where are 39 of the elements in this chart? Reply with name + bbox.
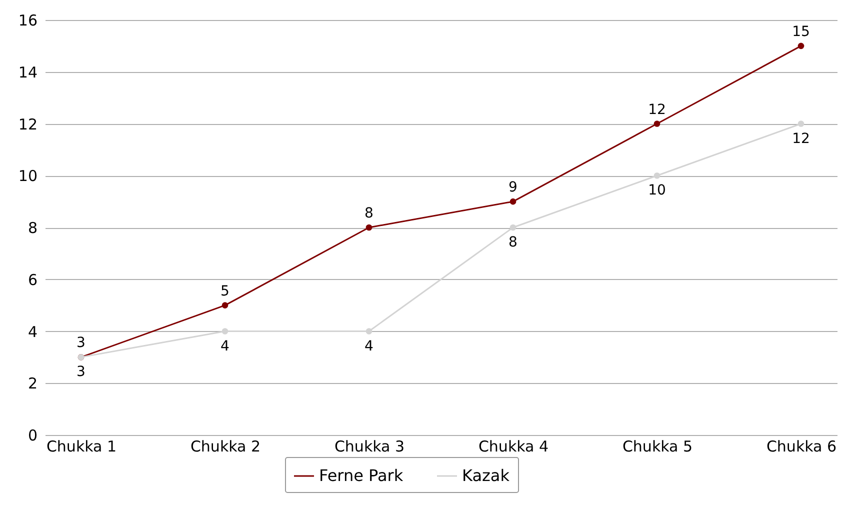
y-tick-label: 10 bbox=[18, 167, 38, 186]
y-tick-label: 8 bbox=[28, 219, 38, 237]
data-label: 3 bbox=[76, 364, 86, 380]
legend-label: Ferne Park bbox=[319, 466, 404, 485]
data-label: 5 bbox=[220, 283, 230, 300]
point bbox=[222, 302, 228, 308]
point bbox=[366, 224, 372, 231]
point bbox=[798, 120, 804, 127]
data-label: 4 bbox=[220, 338, 230, 354]
x-tick-label: Chukka 2 bbox=[190, 438, 261, 456]
x-tick-label: Chukka 1 bbox=[46, 438, 117, 456]
data-label: 8 bbox=[508, 234, 518, 250]
y-tick-label: 12 bbox=[18, 115, 38, 134]
data-label: 15 bbox=[792, 24, 810, 40]
point bbox=[222, 328, 228, 334]
point bbox=[510, 198, 516, 205]
y-tick-label: 14 bbox=[18, 63, 38, 82]
point bbox=[366, 328, 372, 334]
y-tick-label: 0 bbox=[28, 426, 38, 444]
data-label: 4 bbox=[364, 338, 374, 354]
data-label: 12 bbox=[648, 102, 666, 118]
x-tick-label: Chukka 4 bbox=[478, 438, 549, 456]
data-label: 3 bbox=[76, 335, 86, 352]
point bbox=[510, 224, 516, 231]
data-label: 9 bbox=[508, 180, 518, 196]
y-tick-label: 2 bbox=[28, 374, 38, 393]
point bbox=[654, 120, 660, 127]
data-label: 12 bbox=[792, 130, 810, 147]
legend-label: Kazak bbox=[462, 466, 510, 485]
data-label: 10 bbox=[648, 182, 666, 199]
point bbox=[654, 172, 660, 179]
x-tick-label: Chukka 5 bbox=[622, 438, 693, 456]
y-tick-label: 6 bbox=[28, 270, 38, 289]
data-label: 8 bbox=[364, 206, 374, 222]
y-tick-label: 16 bbox=[18, 12, 38, 30]
y-tick-label: 4 bbox=[28, 322, 38, 341]
point bbox=[798, 42, 804, 50]
x-tick-label: Chukka 6 bbox=[766, 438, 837, 456]
x-tick-label: Chukka 3 bbox=[334, 438, 405, 456]
